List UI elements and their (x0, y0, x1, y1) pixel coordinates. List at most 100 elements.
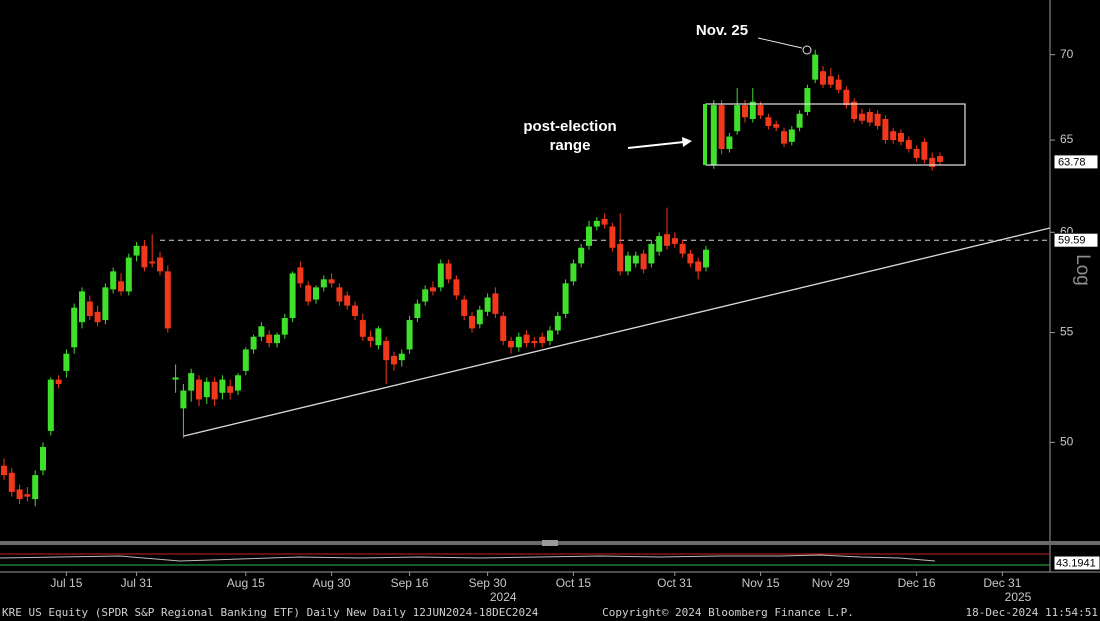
copyright: Copyright© 2024 Bloomberg Finance L.P. (602, 606, 854, 619)
candle-body (773, 124, 780, 128)
candle-body (40, 447, 46, 471)
candle-body (196, 379, 202, 400)
candle-body (601, 218, 608, 225)
y-tick-label: 50 (1060, 435, 1074, 449)
annotation: Nov. 25 (696, 22, 748, 39)
candle-body (71, 307, 78, 348)
candle-body (882, 118, 889, 141)
arrow-head (682, 137, 692, 147)
candle-body (336, 287, 343, 302)
x-year-label: 2024 (490, 590, 517, 604)
candle-body (749, 101, 756, 119)
candle-body (469, 315, 475, 329)
candle-body (835, 79, 842, 90)
candle-body (905, 140, 912, 149)
candle-body (383, 340, 390, 361)
candle-body (679, 243, 686, 254)
y-axis-label: Log (1072, 254, 1093, 286)
candle-body (297, 267, 304, 284)
candle-body (305, 285, 312, 302)
x-tick-label: Dec 31 (983, 576, 1021, 590)
candle-body (461, 299, 468, 316)
candle-body (359, 320, 366, 337)
candle-body (578, 247, 585, 264)
candle-body (554, 315, 561, 331)
range-box-edge (703, 104, 707, 165)
candle-body (859, 113, 865, 121)
x-tick-label: Oct 31 (657, 576, 693, 590)
candle-body (352, 305, 358, 316)
candle-body (172, 377, 179, 380)
candle-body (235, 375, 241, 391)
candle-body (406, 320, 413, 350)
candle-body (320, 279, 327, 288)
candle-body (118, 281, 124, 292)
candle-body (874, 113, 881, 126)
candle-body (570, 263, 577, 282)
arrow-shaft (627, 141, 685, 149)
candle-body (391, 355, 397, 365)
y-tick-label: 65 (1060, 132, 1074, 146)
candle-body (539, 336, 546, 344)
candle-body (742, 105, 748, 118)
candle-body (375, 328, 382, 346)
indicator-line (0, 554, 936, 562)
candle-body (164, 271, 171, 329)
x-tick-label: Aug 15 (227, 576, 265, 590)
candle-body (843, 89, 850, 106)
candle-body (804, 88, 811, 113)
candle-body (492, 293, 499, 314)
candle-body (515, 336, 522, 348)
candle-body (586, 226, 592, 246)
candle-body (898, 132, 904, 142)
candle-body (687, 253, 694, 264)
price-tag: 63.78 (1058, 156, 1086, 168)
panel-handle (542, 540, 558, 546)
price-tag-box (1053, 232, 1099, 248)
candle-body (718, 105, 725, 149)
x-tick-label: Jul 15 (50, 576, 82, 590)
candle-body (47, 379, 54, 431)
candle-body (102, 287, 109, 321)
candle-body (710, 105, 717, 166)
candle-body (695, 261, 702, 272)
candle-body (609, 226, 616, 248)
candle-body (437, 263, 444, 288)
candle-body (913, 148, 920, 158)
candle-body (656, 236, 663, 252)
candle-body (820, 71, 826, 85)
candle-body (274, 334, 280, 344)
candle-body (313, 287, 319, 300)
candle-body (890, 131, 897, 141)
candle-body (788, 129, 795, 142)
x-tick-label: Oct 15 (556, 576, 592, 590)
candle-body (110, 271, 117, 290)
candle-body (258, 326, 265, 337)
source-note: KRE US Equity (SPDR S&P Regional Banking… (2, 606, 539, 619)
candle-body (476, 309, 483, 325)
annotation: range (550, 137, 591, 154)
candle-body (796, 113, 803, 128)
y-tick-label: 70 (1060, 47, 1074, 61)
candle-body (664, 234, 670, 246)
candle-body (79, 291, 85, 323)
candle-body (500, 315, 507, 341)
indicator-tag-box (1053, 555, 1100, 571)
candle-body (1, 465, 7, 476)
x-tick-label: Sep 30 (469, 576, 507, 590)
candle-body (430, 287, 436, 292)
x-tick-label: Nov 15 (742, 576, 780, 590)
candle-body (757, 105, 764, 116)
candle-body (617, 243, 624, 272)
candle-body (726, 136, 733, 149)
callout-marker (802, 45, 812, 55)
candle-body (781, 131, 787, 144)
candle-body (929, 157, 936, 167)
candle-body (211, 381, 218, 400)
candle-body (484, 297, 491, 312)
candle-body (593, 220, 600, 227)
candle-body (250, 336, 257, 350)
candle-body (266, 334, 273, 344)
